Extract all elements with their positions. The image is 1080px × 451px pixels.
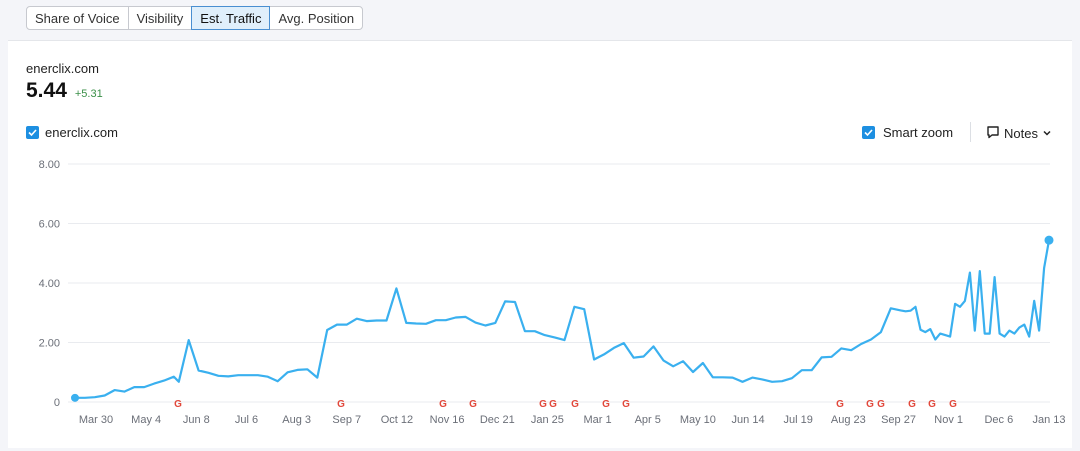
google-update-icon[interactable]: G (622, 399, 630, 410)
x-tick-label: Mar 1 (584, 414, 612, 426)
tab-est-traffic[interactable]: Est. Traffic (191, 6, 271, 30)
google-update-icon[interactable]: G (469, 399, 477, 410)
check-icon[interactable] (862, 126, 875, 139)
chevron-down-icon (1042, 126, 1052, 141)
metric-summary: 5.44 +5.31 (26, 79, 103, 103)
x-tick-label: Jul 6 (235, 414, 258, 426)
x-tick-label: Sep 27 (881, 414, 916, 426)
y-tick-label: 4.00 (39, 278, 60, 290)
notes-icon (986, 125, 1000, 142)
x-tick-label: Mar 30 (79, 414, 113, 426)
google-update-icon[interactable]: G (836, 399, 844, 410)
x-tick-label: Dec 6 (984, 414, 1013, 426)
smart-zoom-toggle[interactable]: Smart zoom (862, 125, 953, 140)
google-update-icon[interactable]: G (337, 399, 345, 410)
google-update-icon[interactable]: G (439, 399, 447, 410)
google-update-icon[interactable]: G (866, 399, 874, 410)
tab-visibility[interactable]: Visibility (127, 6, 193, 30)
traffic-chart: 0 2.00 4.00 6.00 8.00 Mar 30 May 4 Jun 8 Jul 6 Au… (39, 159, 1066, 426)
tab-share-of-voice[interactable]: Share of Voice (26, 6, 129, 30)
chart-card: enerclix.com 5.44 +5.31 enerclix.com Sma… (8, 40, 1072, 448)
check-icon[interactable] (26, 126, 39, 139)
notes-button[interactable]: Notes (986, 125, 1052, 142)
notes-label: Notes (1004, 126, 1038, 141)
google-update-icon[interactable]: G (571, 399, 579, 410)
google-update-icon[interactable]: G (549, 399, 557, 410)
x-tick-label: Jun 14 (732, 414, 765, 426)
google-update-icon[interactable]: G (928, 399, 936, 410)
x-tick-label: Jul 19 (784, 414, 813, 426)
google-update-icon[interactable]: G (949, 399, 957, 410)
legend-label: enerclix.com (45, 125, 118, 140)
x-tick-label: May 10 (680, 414, 716, 426)
metric-value: 5.44 (26, 79, 67, 102)
tab-avg-position[interactable]: Avg. Position (269, 6, 364, 30)
x-tick-label: Dec 21 (480, 414, 515, 426)
google-update-icon[interactable]: G (539, 399, 547, 410)
x-tick-label: Oct 12 (381, 414, 413, 426)
y-tick-label: 0 (54, 397, 60, 409)
x-tick-label: Aug 23 (831, 414, 866, 426)
legend-item[interactable]: enerclix.com (26, 125, 118, 140)
y-tick-label: 6.00 (39, 219, 60, 231)
domain-title: enerclix.com (26, 61, 99, 76)
x-tick-label: Jun 8 (183, 414, 210, 426)
x-tick-label: Jan 13 (1032, 414, 1065, 426)
x-tick-label: Jan 25 (531, 414, 564, 426)
x-tick-label: Sep 7 (332, 414, 361, 426)
google-update-icon[interactable]: G (908, 399, 916, 410)
google-update-icon[interactable]: G (602, 399, 610, 410)
y-tick-label: 2.00 (39, 338, 60, 350)
series-end-point[interactable] (1044, 235, 1054, 245)
x-tick-label: Nov 1 (934, 414, 963, 426)
x-tick-label: Aug 3 (282, 414, 311, 426)
x-tick-label: May 4 (131, 414, 161, 426)
y-tick-label: 8.00 (39, 159, 60, 171)
metric-tabs: Share of Voice Visibility Est. Traffic A… (26, 6, 364, 30)
metric-delta: +5.31 (74, 88, 103, 100)
series-start-point (71, 393, 79, 402)
x-tick-label: Apr 5 (635, 414, 661, 426)
smart-zoom-label: Smart zoom (883, 125, 954, 140)
x-tick-label: Nov 16 (430, 414, 465, 426)
divider (970, 122, 971, 142)
series-line-enerclix-com (75, 240, 1051, 399)
google-update-icon[interactable]: G (877, 399, 885, 410)
google-update-icon[interactable]: G (174, 399, 182, 410)
